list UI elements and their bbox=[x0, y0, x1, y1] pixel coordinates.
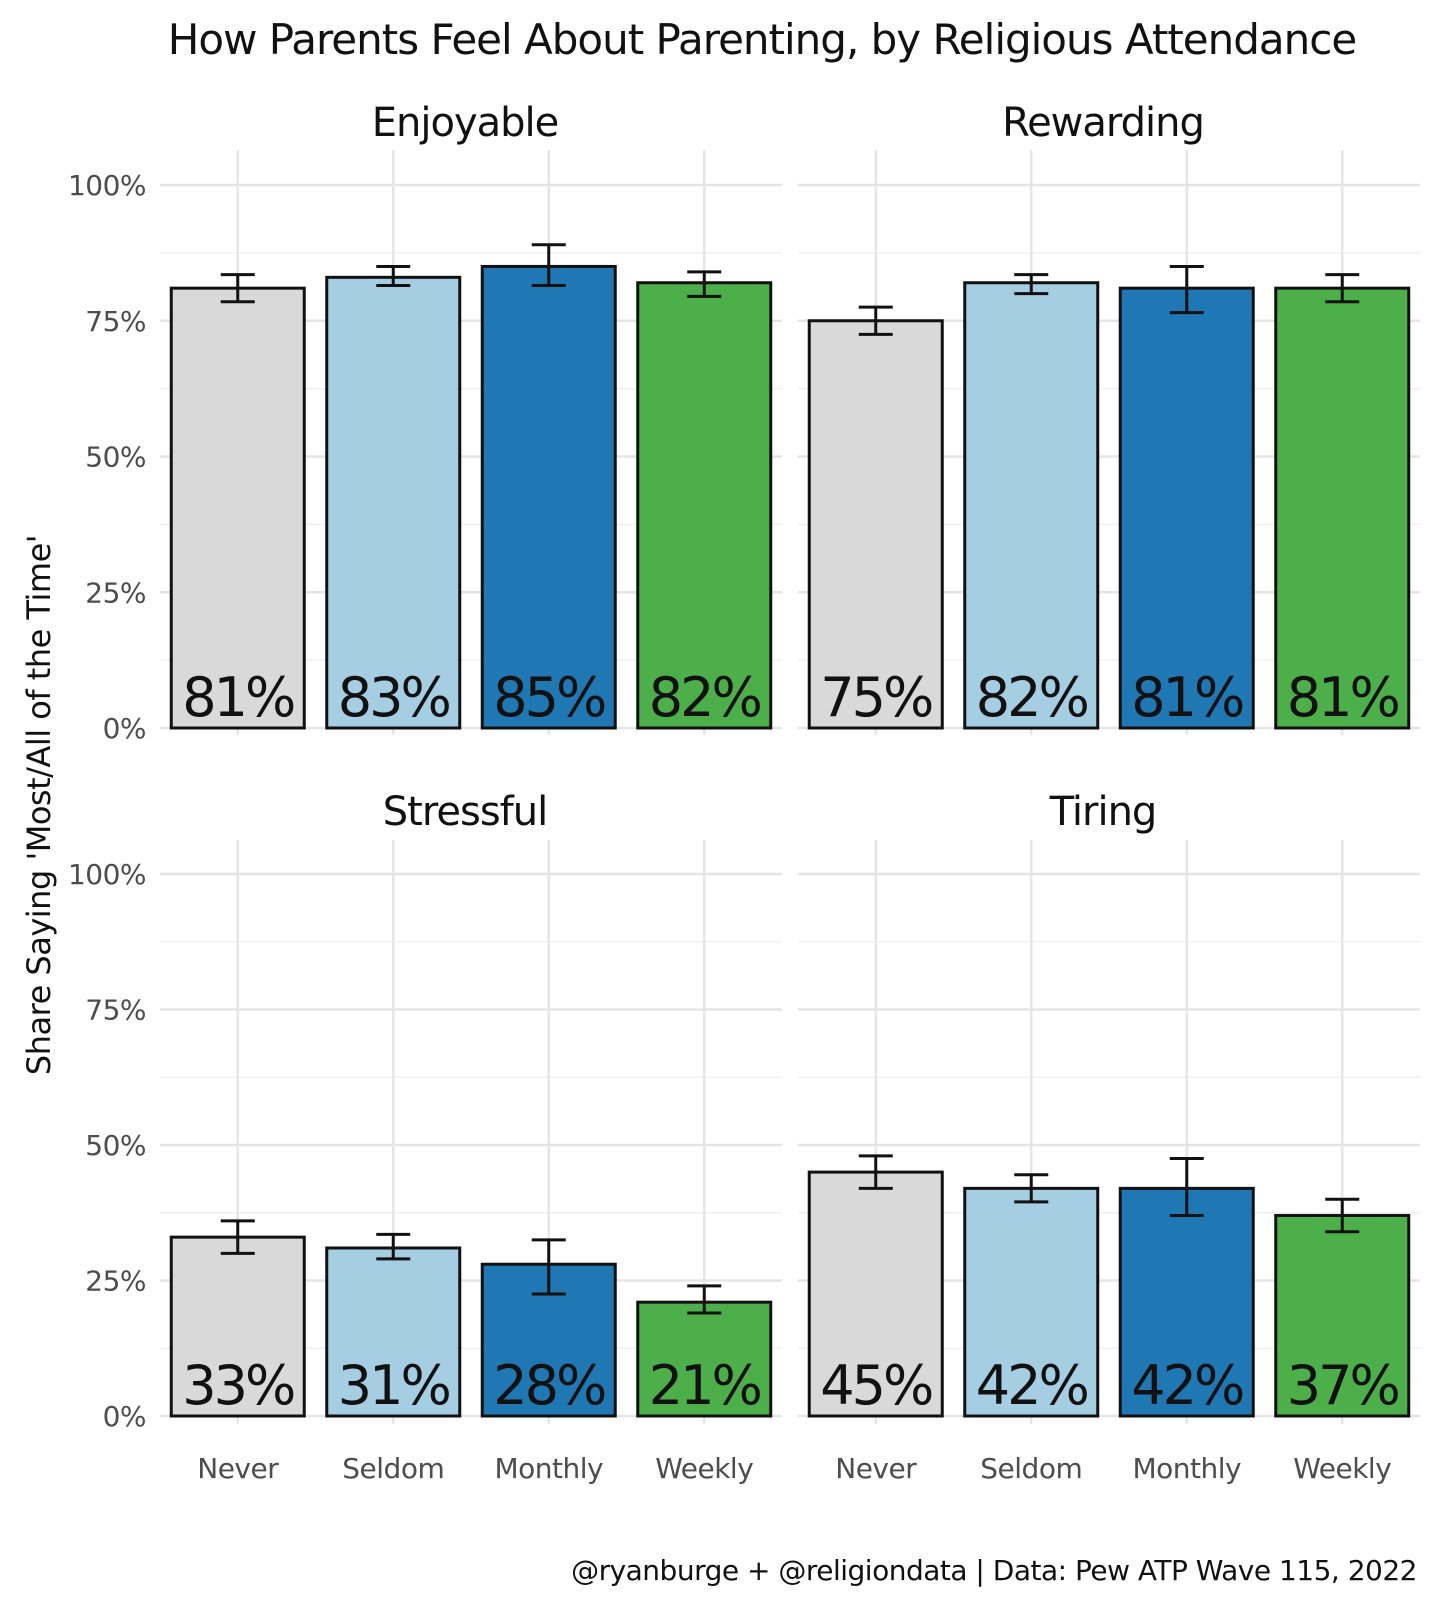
data-label-stressful-never: 33% bbox=[182, 1354, 294, 1417]
error-bar-stressful-seldom bbox=[376, 1232, 411, 1261]
facet-title-rewarding: Rewarding bbox=[1002, 100, 1204, 146]
facet-rewarding: Rewarding 75% 82% 81% 81% bbox=[798, 100, 1420, 735]
x-tick-label-seldom: Seldom bbox=[342, 1452, 444, 1485]
bar-stressful-seldom bbox=[325, 1246, 462, 1418]
bar-rewarding-monthly bbox=[1118, 286, 1255, 730]
bar-tiring-monthly bbox=[1118, 1186, 1255, 1418]
x-tick-label-seldom: Seldom bbox=[980, 1452, 1082, 1485]
error-bar-enjoyable-weekly bbox=[687, 270, 722, 298]
y-tick-label: 75% bbox=[85, 994, 146, 1027]
data-label-rewarding-weekly: 81% bbox=[1287, 666, 1399, 729]
data-label-enjoyable-seldom: 83% bbox=[338, 666, 450, 729]
data-label-tiring-never: 45% bbox=[820, 1354, 932, 1417]
error-bar-tiring-monthly bbox=[1169, 1157, 1204, 1217]
x-tick-label-monthly: Monthly bbox=[1132, 1452, 1241, 1485]
y-tick-label: 100% bbox=[68, 169, 146, 202]
error-bar-rewarding-seldom bbox=[1014, 273, 1049, 296]
y-tick-label: 25% bbox=[85, 576, 146, 609]
error-bar-tiring-never bbox=[858, 1154, 893, 1190]
data-label-enjoyable-monthly: 85% bbox=[493, 666, 605, 729]
x-tick-label-weekly: Weekly bbox=[1293, 1452, 1391, 1485]
y-axis-label: Share Saying 'Most/All of the Time' bbox=[20, 535, 58, 1075]
bar-enjoyable-monthly bbox=[480, 264, 617, 730]
facet-tiring: Tiring 45% Never 42% Seldom 42% Monthly 37% Week… bbox=[798, 789, 1420, 1485]
y-tick-label: 75% bbox=[85, 305, 146, 338]
error-bar-enjoyable-monthly bbox=[531, 243, 566, 287]
error-bar-stressful-weekly bbox=[687, 1284, 722, 1315]
x-tick-label-monthly: Monthly bbox=[494, 1452, 603, 1485]
bar-enjoyable-weekly bbox=[636, 281, 773, 730]
error-bar-enjoyable-seldom bbox=[376, 264, 411, 287]
data-label-rewarding-monthly: 81% bbox=[1131, 666, 1243, 729]
error-bar-stressful-never bbox=[220, 1219, 255, 1255]
facet-title-stressful: Stressful bbox=[383, 789, 547, 835]
bar-tiring-weekly bbox=[1274, 1213, 1411, 1418]
y-tick-label: 100% bbox=[68, 858, 146, 891]
bar-tiring-seldom bbox=[963, 1186, 1100, 1418]
error-bar-enjoyable-never bbox=[220, 273, 255, 304]
data-label-enjoyable-weekly: 82% bbox=[649, 666, 761, 729]
data-label-enjoyable-never: 81% bbox=[182, 666, 294, 729]
data-label-stressful-weekly: 21% bbox=[649, 1354, 761, 1417]
error-bar-tiring-seldom bbox=[1014, 1173, 1049, 1204]
bar-enjoyable-never bbox=[169, 286, 306, 730]
facet-stressful: Stressful 0% 25% 50% 75% 100% 33% Never 31% Seldo… bbox=[68, 789, 782, 1485]
facet-title-tiring: Tiring bbox=[1049, 789, 1157, 835]
bar-rewarding-weekly bbox=[1274, 286, 1411, 730]
data-label-tiring-monthly: 42% bbox=[1131, 1354, 1243, 1417]
y-tick-label: 0% bbox=[103, 1400, 146, 1433]
bar-rewarding-seldom bbox=[963, 281, 1100, 730]
x-tick-label-weekly: Weekly bbox=[655, 1452, 753, 1485]
x-tick-label-never: Never bbox=[835, 1452, 917, 1485]
bar-enjoyable-seldom bbox=[325, 275, 462, 730]
y-tick-label: 50% bbox=[85, 441, 146, 474]
y-tick-label: 25% bbox=[85, 1265, 146, 1298]
data-label-rewarding-seldom: 82% bbox=[976, 666, 1088, 729]
data-label-tiring-seldom: 42% bbox=[976, 1354, 1088, 1417]
y-tick-label: 50% bbox=[85, 1129, 146, 1162]
x-tick-label-never: Never bbox=[197, 1452, 279, 1485]
error-bar-tiring-weekly bbox=[1325, 1197, 1360, 1234]
bar-stressful-weekly bbox=[636, 1300, 773, 1418]
error-bar-stressful-monthly bbox=[531, 1238, 566, 1296]
data-label-rewarding-never: 75% bbox=[820, 666, 932, 729]
data-label-stressful-seldom: 31% bbox=[338, 1354, 450, 1417]
error-bar-rewarding-weekly bbox=[1325, 273, 1360, 304]
facet-enjoyable: Enjoyable 0% 25% 50% 75% 100% 81% 83% 85% 82% bbox=[68, 100, 782, 745]
chart-title: How Parents Feel About Parenting, by Rel… bbox=[168, 15, 1356, 64]
facet-title-enjoyable: Enjoyable bbox=[372, 100, 559, 146]
caption: @ryanburge + @religiondata | Data: Pew A… bbox=[571, 1554, 1417, 1587]
data-label-tiring-weekly: 37% bbox=[1287, 1354, 1399, 1417]
data-label-stressful-monthly: 28% bbox=[493, 1354, 605, 1417]
error-bar-rewarding-never bbox=[858, 305, 893, 336]
y-tick-label: 0% bbox=[103, 712, 146, 745]
error-bar-rewarding-monthly bbox=[1169, 264, 1204, 315]
bar-rewarding-never bbox=[807, 319, 944, 730]
